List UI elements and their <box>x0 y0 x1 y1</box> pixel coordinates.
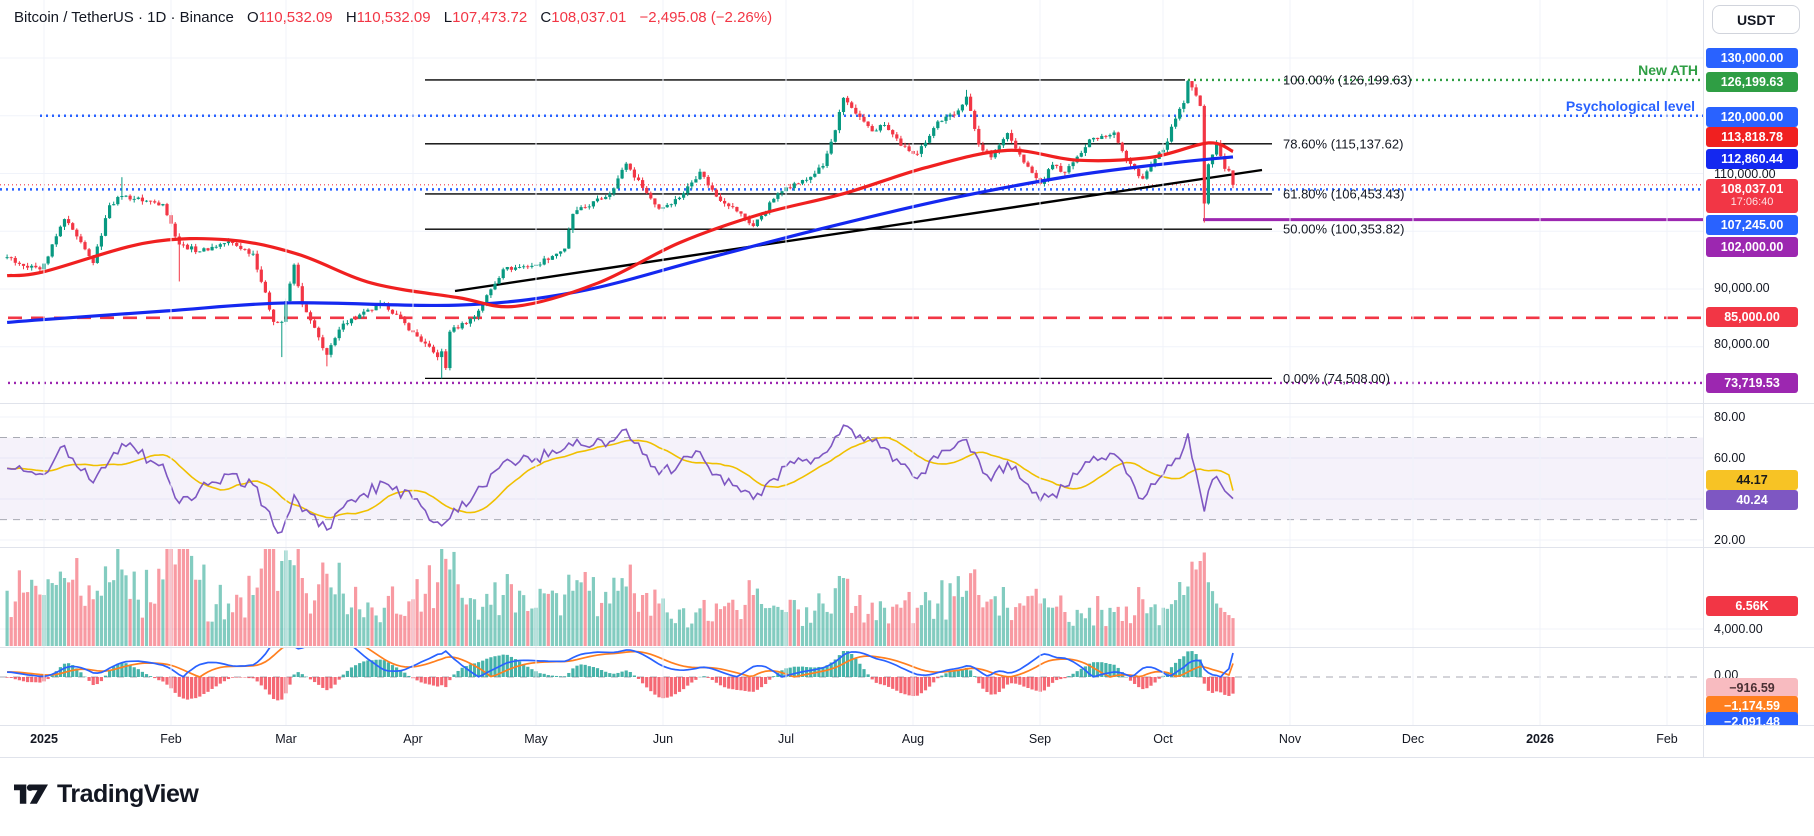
price-label: 102,000.00 <box>1706 237 1798 257</box>
low-label: L <box>443 9 453 26</box>
price-label: 73,719.53 <box>1706 373 1798 393</box>
price-label: 6.56K <box>1706 596 1798 616</box>
price-label: −2,091.48 <box>1706 712 1798 725</box>
fib-level-label: 0.00% (74,508.00) <box>1283 371 1390 386</box>
time-axis-border <box>0 725 1814 726</box>
fib-level-label: 50.00% (100,353.82) <box>1283 222 1404 237</box>
axis-tick-label: 20.00 <box>1714 533 1746 547</box>
time-axis-month-label: Sep <box>1028 732 1052 746</box>
fib-level-label: 61.80% (106,453.43) <box>1283 186 1404 201</box>
open-label: O <box>247 9 259 26</box>
price-label: 40.24 <box>1706 490 1798 510</box>
price-label: 44.17 <box>1706 470 1798 490</box>
tradingview-logo[interactable]: TradingView <box>14 780 199 809</box>
price-label: −1,174.59 <box>1706 696 1798 716</box>
price-label: 130,000.00 <box>1706 48 1798 68</box>
price-label: 113,818.78 <box>1706 127 1798 147</box>
price-axis-border <box>1703 0 1704 757</box>
chart-bottom-border <box>0 757 1814 758</box>
time-axis-month-label: Jul <box>778 732 794 746</box>
fib-level-label: 78.60% (115,137.62) <box>1283 136 1403 151</box>
chart-canvas[interactable]: 100.00% (126,199.63) 78.60% (115,137.62) 6… <box>0 0 1814 757</box>
time-axis-month-label: Oct <box>1153 732 1173 746</box>
symbol-header: Bitcoin / TetherUS · 1D · Binance O110,5… <box>14 9 772 26</box>
time-axis-month-label: Aug <box>901 732 925 746</box>
currency-toggle-button[interactable]: USDT <box>1712 5 1800 34</box>
high-value: 110,532.09 <box>356 9 431 26</box>
close-value: 108,037.01 <box>551 9 627 26</box>
time-axis-month-label: Feb <box>160 732 182 746</box>
price-label: 120,000.00 <box>1706 107 1798 127</box>
pane-divider-volume[interactable] <box>0 547 1814 548</box>
tradingview-logo-text: TradingView <box>57 780 199 808</box>
price-label: 126,199.63 <box>1706 72 1798 92</box>
time-axis-month-label: May <box>524 732 548 746</box>
price-label: 108,037.01 17:06:40 <box>1706 179 1798 213</box>
price-label: 107,245.00 <box>1706 215 1798 235</box>
time-axis-month-label: Feb <box>1656 732 1678 746</box>
open-value: 110,532.09 <box>258 9 333 26</box>
price-label: −916.59 <box>1706 678 1798 698</box>
close-label: C <box>540 9 552 26</box>
time-axis-month-label: Nov <box>1278 732 1302 746</box>
time-axis-month-label: Jun <box>652 732 674 746</box>
axis-tick-label: 60.00 <box>1714 451 1746 465</box>
price-label: 112,860.44 <box>1706 149 1798 169</box>
annotation-psychological-level: Psychological level <box>1565 98 1695 114</box>
axis-tick-label: 110,000.00 <box>1714 167 1776 181</box>
axis-tick-label: 80,000.00 <box>1714 337 1770 351</box>
axis-tick-label: 4,000.00 <box>1714 622 1763 636</box>
time-axis-month-label: Dec <box>1401 732 1425 746</box>
pane-divider-rsi[interactable] <box>0 403 1814 404</box>
pane-divider-macd[interactable] <box>0 647 1814 648</box>
axis-tick-label: 80.00 <box>1714 410 1746 424</box>
tradingview-logo-icon <box>14 783 48 804</box>
change-value: −2,495.08 (−2.26%) <box>639 9 773 26</box>
price-label: 85,000.00 <box>1706 307 1798 327</box>
axis-tick-label: 90,000.00 <box>1714 281 1770 295</box>
time-axis-month-label: 2026 <box>1526 732 1554 746</box>
time-axis-month-label: Apr <box>403 732 423 746</box>
annotation-new-ath: New ATH <box>1638 62 1698 78</box>
low-value: 107,473.72 <box>452 9 528 26</box>
time-axis-month-label: 2025 <box>30 732 58 746</box>
high-label: H <box>345 9 357 26</box>
time-axis-month-label: Mar <box>275 732 297 746</box>
symbol-title[interactable]: Bitcoin / TetherUS · 1D · Binance <box>14 9 234 26</box>
fib-level-label: 100.00% (126,199.63) <box>1283 72 1412 87</box>
